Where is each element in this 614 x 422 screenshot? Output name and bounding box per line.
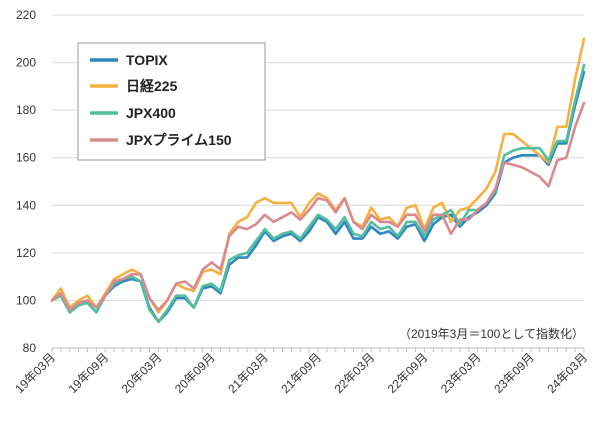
y-tick-label: 220 — [16, 8, 36, 22]
y-tick-label: 80 — [23, 341, 37, 355]
series-lines — [50, 37, 586, 324]
x-tick-label: 20年09月 — [172, 350, 218, 396]
y-tick-label: 160 — [16, 151, 36, 165]
index-note-annotation: （2019年3月＝100として指数化） — [399, 326, 584, 341]
legend-label-jpx400: JPX400 — [126, 105, 176, 121]
y-tick-label: 100 — [16, 293, 36, 307]
x-tick-label: 23年09月 — [491, 350, 537, 396]
x-tick-label: 23年03月 — [438, 350, 484, 396]
y-tick-label: 180 — [16, 103, 36, 117]
x-tick-label: 20年03月 — [119, 350, 165, 396]
y-tick-label: 140 — [16, 198, 36, 212]
y-tick-label: 120 — [16, 246, 36, 260]
series-line-jpx-prime150 — [50, 101, 586, 312]
x-tick-label: 22年09月 — [385, 350, 431, 396]
x-axis: 19年03月 19年09月 20年03月 20年09月 21年03月 21年09月 22年0… — [12, 347, 590, 396]
legend-label-nikkei: 日経225 — [126, 78, 178, 94]
x-tick-label: 19年03月 — [12, 350, 58, 396]
x-tick-label: 21年09月 — [278, 350, 324, 396]
x-tick-label: 21年03月 — [225, 350, 271, 396]
legend-label-topix: TOPIX — [126, 52, 168, 68]
y-axis-tick-labels: 80 100 120 140 160 180 200 220 — [16, 8, 36, 355]
legend: TOPIX 日経225 JPX400 JPXプライム150 — [77, 42, 266, 161]
legend-label-jpx-prime150: JPXプライム150 — [126, 132, 232, 148]
x-tick-label: 22年03月 — [332, 350, 378, 396]
x-tick-label: 19年09月 — [66, 350, 112, 396]
x-tick-label: 24年03月 — [544, 350, 590, 396]
y-tick-label: 200 — [16, 56, 36, 70]
